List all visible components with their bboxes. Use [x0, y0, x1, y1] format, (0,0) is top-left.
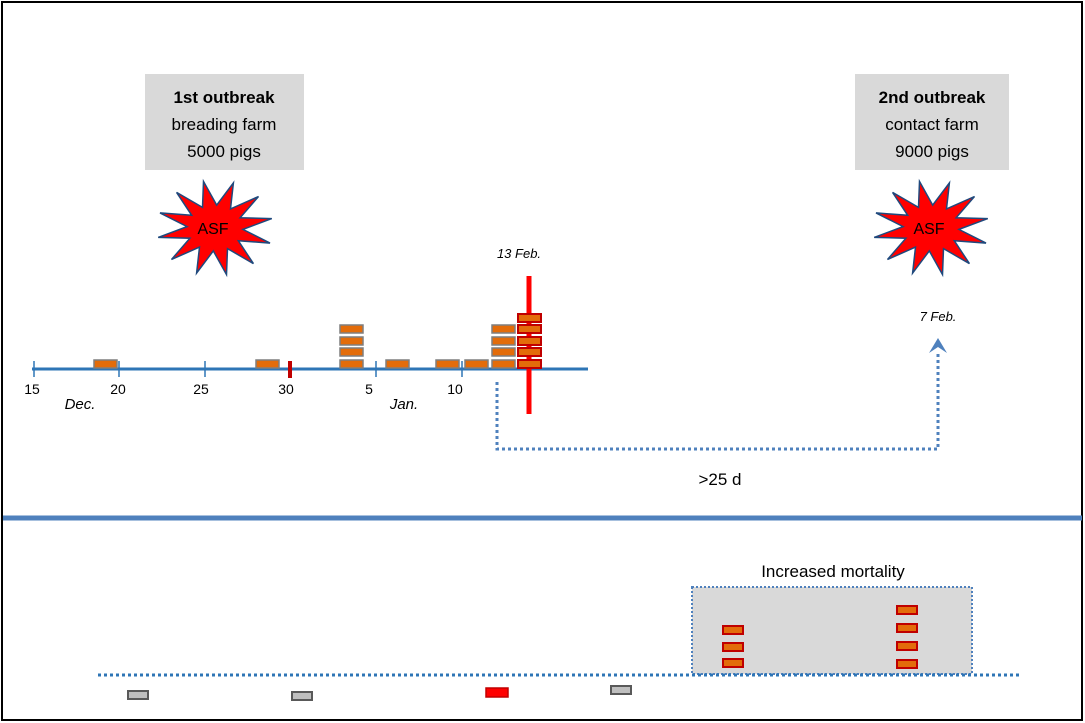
case-block-red-border — [517, 359, 542, 369]
case-block — [339, 347, 364, 357]
outbreak2-farm-type: contact farm — [885, 115, 979, 134]
case-block — [339, 359, 364, 369]
gray-block — [127, 690, 149, 700]
asf-badge-2: ASF — [913, 221, 944, 238]
arrow-head-icon — [929, 338, 947, 353]
tick-label-5: 5 — [365, 381, 373, 397]
gray-blocks — [127, 685, 632, 701]
case-block — [339, 336, 364, 346]
month-label-dec: Dec. — [65, 396, 96, 413]
detection-case-blocks — [517, 313, 542, 369]
mortality-blocks — [722, 605, 918, 669]
contact-link-arrow — [495, 338, 947, 451]
case-block — [435, 359, 460, 369]
mortality-block — [722, 625, 744, 635]
case-block — [491, 324, 516, 334]
tick-label-30: 30 — [278, 381, 294, 397]
outbreak1-farm-type: breading farm — [172, 115, 277, 134]
tick-label-10: 10 — [447, 381, 463, 397]
case-block-red-border — [517, 313, 542, 323]
outbreak2-label-box: 2nd outbreak contact farm 9000 pigs — [855, 74, 1009, 170]
tick-label-15: 15 — [24, 381, 40, 397]
mortality-block — [896, 605, 918, 615]
outbreak1-heading: 1st outbreak — [173, 88, 275, 107]
case-block — [93, 359, 118, 369]
case-block — [491, 336, 516, 346]
tick-label-20: 20 — [110, 381, 126, 397]
case-block-red-border — [517, 336, 542, 346]
mortality-block — [896, 623, 918, 633]
case-block — [491, 347, 516, 357]
asf-badge-1: ASF — [197, 221, 228, 238]
mortality-block — [896, 659, 918, 669]
interval-label: >25 d — [698, 470, 741, 489]
outbreak1-pig-count: 5000 pigs — [187, 142, 261, 161]
date-7-feb-label: 7 Feb. — [920, 309, 957, 324]
mortality-block — [722, 658, 744, 668]
outbreak2-pig-count: 9000 pigs — [895, 142, 969, 161]
timeline-case-blocks — [93, 324, 516, 369]
case-block — [385, 359, 410, 369]
asf-burst-icon-1: ASF — [157, 178, 273, 278]
case-block — [464, 359, 489, 369]
case-block — [339, 324, 364, 334]
month-label-jan: Jan. — [389, 396, 418, 413]
date-13-feb-label: 13 Feb. — [497, 246, 541, 261]
mortality-block — [896, 641, 918, 651]
gray-block — [291, 691, 313, 701]
case-block-red-border — [517, 347, 542, 357]
case-block-red-border — [517, 324, 542, 334]
gray-block — [610, 685, 632, 695]
outbreak2-heading: 2nd outbreak — [879, 88, 986, 107]
outbreak1-label-box: 1st outbreak breading farm 5000 pigs — [145, 74, 304, 170]
tick-label-25: 25 — [193, 381, 209, 397]
case-block — [255, 359, 280, 369]
increased-mortality-label: Increased mortality — [761, 562, 905, 581]
case-block — [491, 359, 516, 369]
timeline-tick-marks — [33, 361, 463, 377]
mortality-block — [722, 642, 744, 652]
timeline-tick-labels: 15 20 25 30 5 10 — [24, 381, 463, 397]
red-block — [485, 687, 509, 698]
asf-burst-icon-2: ASF — [873, 178, 989, 278]
